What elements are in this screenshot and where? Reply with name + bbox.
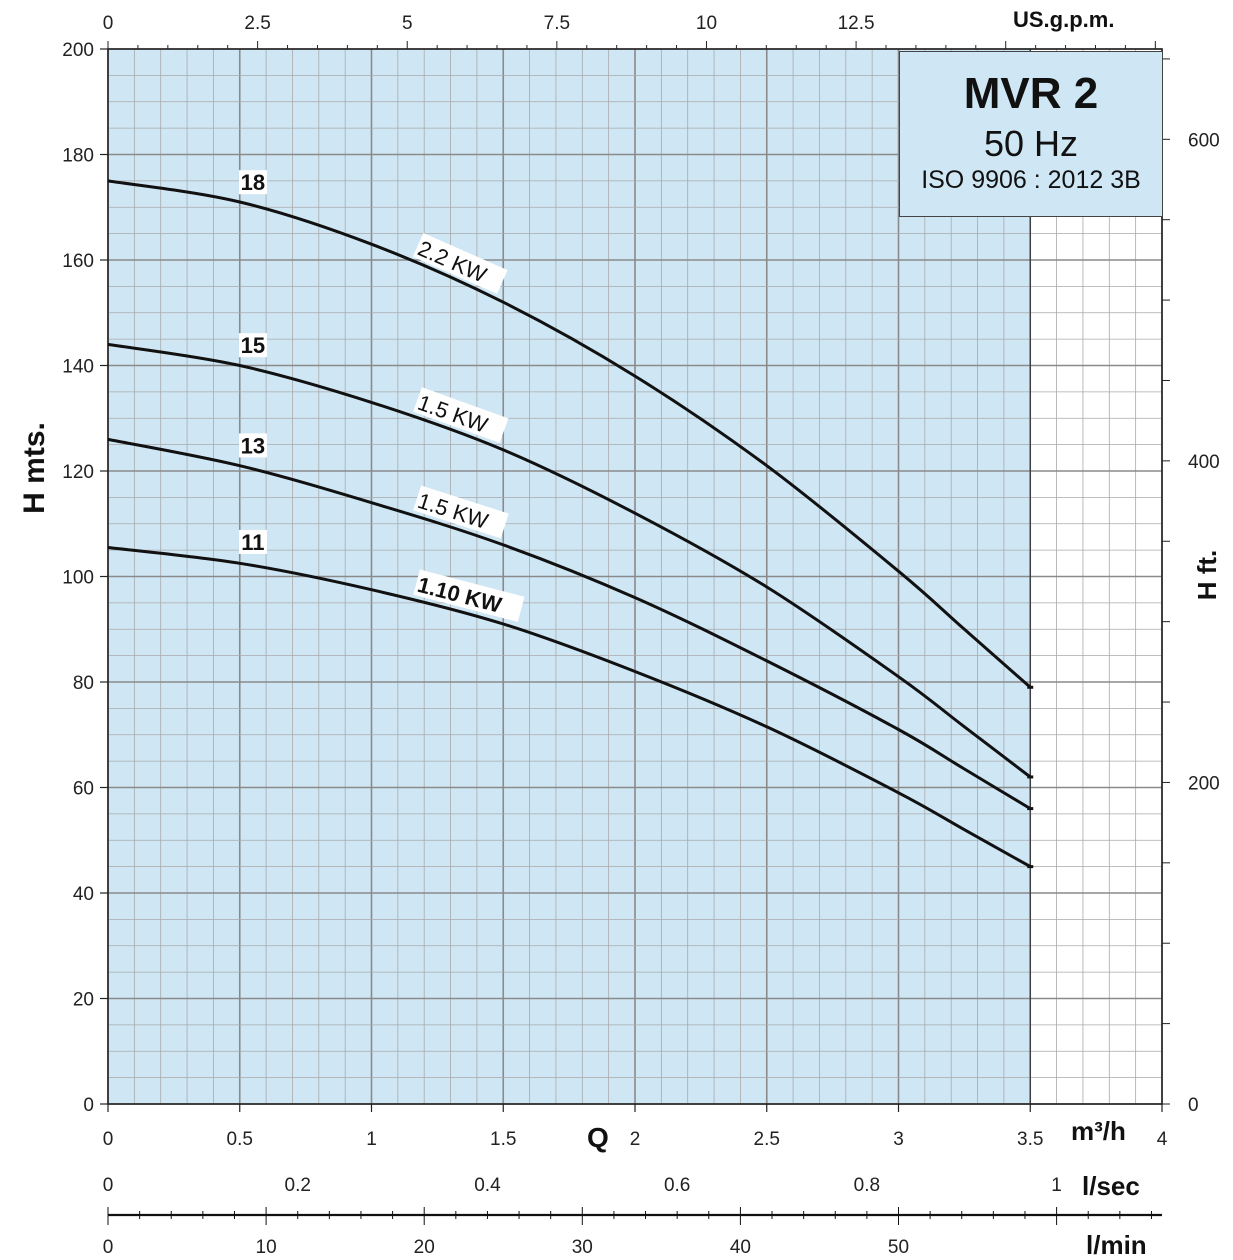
lsec-tick-label: 0 — [103, 1175, 114, 1196]
stage-label-11: 11 — [241, 530, 264, 555]
lsec-tick-label: 0.8 — [854, 1175, 880, 1196]
x-tick-label: 0.5 — [227, 1129, 253, 1150]
title-box: MVR 2 50 Hz ISO 9906 : 2012 3B — [899, 51, 1163, 217]
x-tick-label: 2.5 — [754, 1129, 780, 1150]
stage-label-bg — [238, 333, 267, 358]
power-label-bg — [413, 569, 525, 622]
y-tick-label: 200 — [62, 40, 94, 61]
frequency-label: 50 Hz — [983, 123, 1079, 164]
stage-label-15: 15 — [241, 333, 265, 358]
lmin-tick-label: 0 — [103, 1237, 114, 1258]
y-tick-label: 0 — [83, 1095, 94, 1116]
stage-label-bg — [238, 170, 267, 195]
power-label-bg — [413, 485, 509, 539]
y-tick-label: 80 — [73, 673, 94, 694]
y-tick-label: 20 — [73, 990, 94, 1011]
model-title: MVR 2 — [963, 69, 1099, 118]
x-tick-label: 3 — [893, 1129, 904, 1150]
x-tick-label: 0 — [103, 1129, 114, 1150]
x-bottom-unit: m³/h — [1071, 1116, 1126, 1146]
top-tick-label: 12.5 — [838, 13, 875, 34]
y-left-axis-label: H mts. — [18, 422, 51, 514]
y-tick-label: 40 — [73, 884, 94, 905]
lsec-tick-label: 0.4 — [474, 1175, 501, 1196]
y-right-axis-label: H ft. — [1192, 550, 1222, 601]
top-tick-label: 2.5 — [244, 13, 270, 34]
stage-label-18: 18 — [241, 170, 265, 195]
stage-label-bg — [238, 433, 267, 458]
lmin-tick-label: 40 — [730, 1237, 751, 1258]
stage-label-13: 13 — [241, 433, 265, 458]
y-tick-label: 120 — [62, 462, 94, 483]
x-tick-label: 2 — [630, 1129, 641, 1150]
x-tick-label: 3.5 — [1017, 1129, 1043, 1150]
top-tick-label: 0 — [103, 13, 114, 34]
top-tick-label: 7.5 — [544, 13, 570, 34]
lsec-tick-label: 0.2 — [285, 1175, 311, 1196]
x-tick-label: 4 — [1157, 1129, 1168, 1150]
y-tick-label: 140 — [62, 357, 94, 378]
y-tick-label: 100 — [62, 568, 94, 589]
y-tick-label: 60 — [73, 779, 94, 800]
top-tick-label: 10 — [696, 13, 717, 34]
pump-curve-13 — [107, 437, 1032, 810]
power-label-bg — [413, 387, 509, 443]
lsec-unit: l/sec — [1082, 1171, 1140, 1201]
lmin-unit: l/min — [1086, 1230, 1147, 1260]
right-tick-label: 600 — [1188, 130, 1220, 151]
lsec-tick-label: 1 — [1051, 1175, 1062, 1196]
lmin-tick-label: 30 — [572, 1237, 593, 1258]
x-tick-label: 1 — [366, 1129, 377, 1150]
x-top-unit: US.g.p.m. — [1013, 7, 1114, 32]
y-tick-label: 180 — [62, 146, 94, 167]
right-tick-label: 200 — [1188, 773, 1220, 794]
right-tick-label: 400 — [1188, 452, 1220, 473]
stage-label-bg — [238, 529, 267, 554]
pump-curve-15 — [107, 342, 1032, 779]
top-tick-label: 5 — [402, 13, 413, 34]
x-tick-label: 1.5 — [490, 1129, 516, 1150]
q-label: Q — [587, 1122, 609, 1153]
pump-curve-18 — [107, 179, 1032, 689]
standard-label: ISO 9906 : 2012 3B — [921, 166, 1141, 194]
lmin-tick-label: 20 — [414, 1237, 435, 1258]
right-tick-label: 0 — [1188, 1095, 1199, 1116]
power-label-bg — [412, 232, 508, 294]
lmin-tick-label: 10 — [256, 1237, 277, 1258]
lsec-tick-label: 0.6 — [664, 1175, 690, 1196]
lmin-tick-label: 50 — [888, 1237, 909, 1258]
y-tick-label: 160 — [62, 251, 94, 272]
pump-curve-11 — [107, 546, 1032, 868]
